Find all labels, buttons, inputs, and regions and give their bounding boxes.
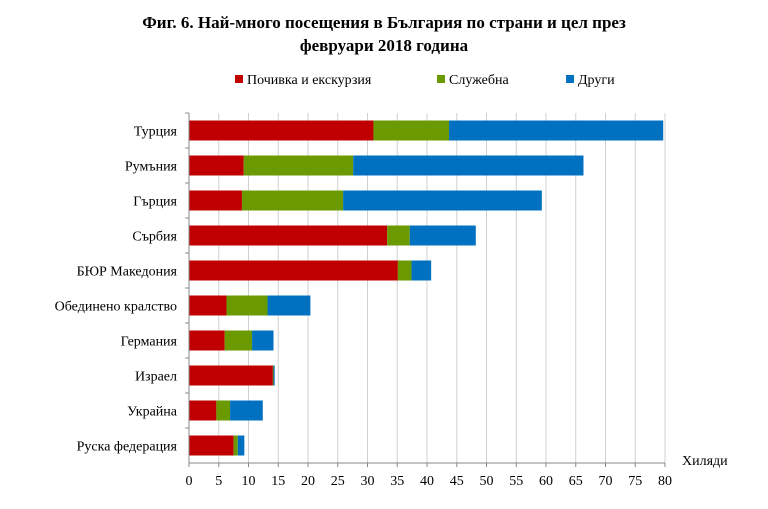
x-tick-label: 65: [569, 474, 583, 489]
bar-segment-other: [230, 400, 263, 421]
x-tick-label: 5: [215, 474, 222, 489]
x-axis: 0 5 10 15 20 25 30 35 40 45 50 55 60 65 70 75 80: [186, 462, 672, 489]
x-tick-label: 30: [361, 474, 375, 489]
x-tick-label: 50: [480, 474, 494, 489]
chart-title-line-1: Фиг. 6. Най-много посещения в България п…: [142, 13, 626, 32]
bar-segment-other: [449, 120, 664, 141]
bar-segment-business: [241, 190, 344, 211]
category-label: БЮР Македония: [77, 265, 178, 280]
bar-segment-business: [226, 295, 268, 316]
legend-label: Почивка и екскурзия: [247, 73, 372, 88]
x-tick-label: 45: [450, 474, 464, 489]
bar-segment-rest: [189, 330, 225, 351]
x-tick-label: 10: [242, 474, 256, 489]
category-label: Турция: [134, 125, 178, 140]
chart-title-line-2: февруари 2018 година: [300, 36, 469, 55]
x-axis-label: Хиляди: [682, 454, 728, 469]
legend-swatch: [566, 75, 574, 83]
bar-segment-rest: [189, 295, 227, 316]
bar-segment-business: [373, 120, 450, 141]
x-tick-label: 80: [658, 474, 672, 489]
category-label: Руска федерация: [77, 440, 178, 455]
x-tick-label: 40: [420, 474, 434, 489]
bar-segment-other: [343, 190, 542, 211]
bar-segment-business: [397, 260, 412, 281]
category-label: Сърбия: [132, 230, 177, 245]
category-label: Обединено кралство: [55, 300, 177, 315]
x-tick-label: 15: [271, 474, 285, 489]
category-label: Румъния: [125, 160, 178, 175]
bar-segment-rest: [189, 435, 234, 456]
bar-segment-business: [243, 155, 354, 176]
bar-segment-other: [409, 225, 476, 246]
bar-segment-rest: [189, 260, 398, 281]
bar-segment-other: [411, 260, 432, 281]
bar-segment-business: [224, 330, 253, 351]
category-label: Германия: [121, 335, 178, 350]
bars: [189, 120, 664, 456]
bar-segment-rest: [189, 190, 242, 211]
category-label: Гърция: [133, 195, 177, 210]
bar-segment-other: [267, 295, 311, 316]
bar-segment-other: [252, 330, 274, 351]
bar-segment-rest: [189, 365, 273, 386]
x-tick-label: 35: [390, 474, 404, 489]
bar-segment-rest: [189, 120, 374, 141]
bar-segment-rest: [189, 225, 388, 246]
x-tick-label: 25: [331, 474, 345, 489]
bar-segment-business: [216, 400, 231, 421]
bar-segment-rest: [189, 400, 217, 421]
bar-segment-other: [237, 435, 245, 456]
bar-segment-other: [353, 155, 584, 176]
bar-segment-business: [233, 435, 238, 456]
legend: Почивка и екскурзия Служебна Други: [235, 73, 615, 88]
x-tick-label: 55: [509, 474, 523, 489]
x-tick-label: 0: [186, 474, 193, 489]
x-tick-label: 75: [628, 474, 642, 489]
x-tick-label: 20: [301, 474, 315, 489]
bar-segment-rest: [189, 155, 244, 176]
bar-segment-other: [273, 365, 275, 386]
legend-swatch: [235, 75, 243, 83]
legend-label: Служебна: [449, 73, 509, 88]
legend-swatch: [437, 75, 445, 83]
legend-label: Други: [578, 73, 615, 88]
bar-segment-business: [387, 225, 410, 246]
x-tick-label: 70: [599, 474, 613, 489]
category-label: Украйна: [127, 405, 178, 420]
y-axis: Турция Румъния Гърция Сърбия БЮР Македония Об…: [55, 112, 190, 463]
category-label: Израел: [135, 370, 177, 385]
bar-segment-business: [272, 365, 274, 386]
x-tick-label: 60: [539, 474, 553, 489]
